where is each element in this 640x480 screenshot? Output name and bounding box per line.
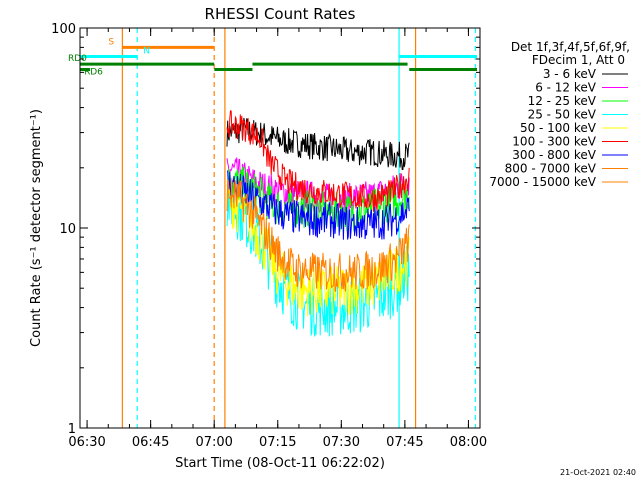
attenuator-bars: S N RD0 RD6 <box>68 37 478 78</box>
series-300-800-kev <box>226 170 410 240</box>
y-tick-label: 1 <box>68 422 76 437</box>
legend: Det 1f,3f,4f,5f,6f,9f, FDecim 1, Att 0 3… <box>489 40 630 189</box>
legend-label-50-100-kev: 50 - 100 keV <box>520 121 597 135</box>
x-axis-label: Start Time (08-Oct-11 06:22:02) <box>175 456 385 471</box>
bar-label-n: N <box>143 47 150 57</box>
legend-label-12-25-kev: 12 - 25 keV <box>528 94 597 108</box>
legend-label-7000-15000-kev: 7000 - 15000 keV <box>489 175 596 189</box>
legend-header-line-2: FDecim 1, Att 0 <box>532 53 625 67</box>
bar-label-rd0: RD0 <box>68 54 87 64</box>
legend-label-6-12-kev: 6 - 12 keV <box>535 81 597 95</box>
vertical-markers <box>121 28 476 428</box>
series-800-7000-kev <box>226 177 410 293</box>
x-tick-label: 07:00 <box>195 435 232 450</box>
plot-frame <box>79 27 481 429</box>
x-tick-label: 08:00 <box>450 435 487 450</box>
bar-label-s: S <box>108 37 114 47</box>
x-axis-ticks: 06:30 06:45 07:00 07:15 07:30 07:45 08:00 <box>68 28 487 450</box>
legend-label-800-7000-kev: 800 - 7000 keV <box>505 162 597 176</box>
x-tick-label: 06:30 <box>68 435 105 450</box>
x-tick-label: 06:45 <box>132 435 169 450</box>
legend-label-300-800-kev: 300 - 800 keV <box>512 148 596 162</box>
footer-date: 21-Oct-2021 02:40 <box>560 468 636 477</box>
x-tick-label: 07:45 <box>386 435 423 450</box>
x-tick-label: 07:15 <box>259 435 296 450</box>
y-tick-label: 10 <box>59 222 76 237</box>
legend-label-3-6-kev: 3 - 6 keV <box>543 67 597 81</box>
y-axis-label: Count Rate (s⁻¹ detector segment⁻¹) <box>29 109 44 347</box>
y-axis-ticks: 1 10 100 <box>51 22 480 437</box>
y-tick-label: 100 <box>51 22 76 37</box>
legend-label-25-50-kev: 25 - 50 keV <box>528 108 597 122</box>
bar-label-rd6: RD6 <box>84 68 103 78</box>
series-100-300-kev <box>226 110 410 212</box>
x-tick-label: 07:30 <box>323 435 360 450</box>
legend-header-line-1: Det 1f,3f,4f,5f,6f,9f, <box>511 40 630 54</box>
series-lines <box>226 110 410 337</box>
legend-label-100-300-kev: 100 - 300 keV <box>512 135 596 149</box>
chart-title: RHESSI Count Rates <box>205 5 356 23</box>
